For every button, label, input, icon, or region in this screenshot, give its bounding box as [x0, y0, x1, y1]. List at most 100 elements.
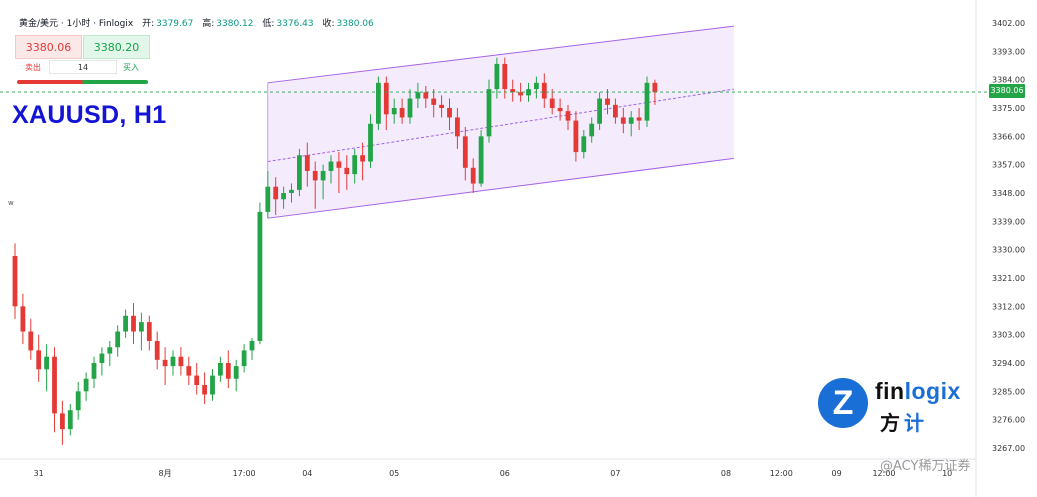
candle-body — [146, 322, 152, 341]
candle-body — [218, 363, 223, 376]
y-tick-label: 3267.00 — [992, 444, 1025, 453]
logo-name-a: fin — [875, 378, 905, 404]
candle-body — [210, 375, 215, 395]
candle-body — [241, 350, 247, 367]
y-tick-label: 3375.00 — [992, 104, 1025, 113]
candle-body — [447, 108, 452, 118]
high-label: 高: — [202, 19, 215, 29]
candle-body — [652, 82, 658, 93]
candle-body — [91, 363, 97, 379]
candle-body — [644, 82, 650, 121]
logo-cn-b: 计 — [904, 411, 928, 435]
y-tick-label: 3384.00 — [992, 76, 1025, 85]
close-label: 收: — [322, 19, 335, 29]
candle-body — [297, 155, 302, 190]
candle-body — [391, 108, 397, 115]
y-tick-label: 3366.00 — [992, 132, 1025, 141]
candle-body — [407, 98, 413, 118]
candle-body — [131, 315, 136, 332]
channel-lower-line — [267, 157, 734, 219]
quantity-input[interactable]: 14 — [49, 60, 117, 74]
candle-body — [115, 331, 121, 348]
sell-price-button[interactable]: 3380.06 — [15, 35, 82, 59]
candle-body — [518, 92, 523, 96]
candle-body — [360, 155, 365, 162]
logo-mark-icon — [818, 378, 868, 428]
candle-body — [565, 111, 571, 121]
candle-body — [336, 161, 342, 168]
buy-price-button[interactable]: 3380.20 — [83, 35, 150, 59]
open-label: 开: — [142, 19, 155, 29]
candle-body — [75, 391, 81, 411]
candle-body — [399, 108, 405, 118]
y-tick-label: 3303.00 — [992, 331, 1025, 340]
candle-body — [312, 170, 318, 181]
y-tick-label: 3276.00 — [992, 416, 1025, 425]
candle-body — [12, 255, 18, 307]
candle-body — [225, 363, 231, 379]
candle-body — [383, 82, 389, 115]
candle-body — [462, 136, 468, 168]
channel-fill — [267, 26, 734, 219]
x-tick-label: 07 — [610, 469, 620, 478]
close-value: 3380.06 — [336, 19, 374, 29]
y-tick-label: 3339.00 — [992, 217, 1025, 226]
x-tick-label: 05 — [389, 469, 399, 478]
x-tick-label: 12:00 — [872, 469, 895, 478]
x-tick-label: 09 — [832, 469, 842, 478]
low-value: 3376.43 — [276, 19, 314, 29]
high-value: 3380.12 — [216, 19, 254, 29]
y-tick-label: 3312.00 — [992, 302, 1025, 311]
candle-body — [186, 366, 192, 376]
candle-body — [257, 211, 263, 341]
candle-body — [194, 375, 200, 386]
sell-label[interactable]: 卖出 — [25, 63, 41, 72]
candle-body — [52, 356, 57, 414]
candle-body — [431, 98, 437, 105]
candle-body — [20, 306, 26, 332]
candle-body — [352, 155, 358, 175]
y-tick-label: 3294.00 — [992, 359, 1025, 368]
channel-upper-line — [267, 25, 734, 84]
x-tick-label: 12:00 — [770, 469, 793, 478]
y-tick-label: 3393.00 — [992, 47, 1025, 56]
candle-body — [233, 366, 239, 379]
candle-body — [597, 98, 602, 124]
candle-body — [557, 108, 563, 112]
logo-name-b: logix — [904, 378, 961, 404]
y-tick-label: 3285.00 — [992, 387, 1025, 396]
candle-body — [620, 117, 626, 124]
candle-body — [123, 315, 128, 332]
watermark-text: @ACY稀万证券 — [880, 459, 971, 474]
y-tick-label: 3348.00 — [992, 189, 1025, 198]
candle-body — [249, 340, 255, 351]
buy-label[interactable]: 买入 — [123, 63, 139, 72]
candle-body — [170, 356, 176, 367]
x-tick-label: 10 — [942, 469, 952, 478]
candle-body — [573, 120, 579, 153]
candle-body — [44, 356, 49, 370]
logo-cn-a: 方 — [880, 411, 904, 435]
x-tick-label: 06 — [500, 469, 510, 478]
y-tick-label: 3321.00 — [992, 274, 1025, 283]
candle-body — [415, 92, 421, 99]
candle-body — [281, 193, 286, 200]
y-tick-label: 3330.00 — [992, 246, 1025, 255]
candle-body — [328, 161, 334, 171]
current-price-tag: 3380.06 — [989, 84, 1025, 98]
candle-body — [470, 167, 476, 184]
channel-middle-line — [267, 88, 734, 163]
chart-header: 黄金/美元 · 1小时 · Finlogix 开: 3379.67 高: 3380.… — [19, 16, 380, 29]
candle-body — [67, 410, 73, 430]
candle-body — [439, 104, 444, 108]
trade-panel: 3380.06 3380.20 卖出 14 买入 — [15, 35, 150, 84]
open-value: 3379.67 — [156, 19, 194, 29]
finlogix-logo: Z finlogix 方计 — [818, 378, 978, 438]
candle-body — [376, 82, 381, 124]
y-tick-label: 3357.00 — [992, 161, 1025, 170]
candle-body — [581, 136, 587, 153]
logo-cn: 方计 — [880, 407, 928, 436]
candle-body — [368, 123, 373, 162]
